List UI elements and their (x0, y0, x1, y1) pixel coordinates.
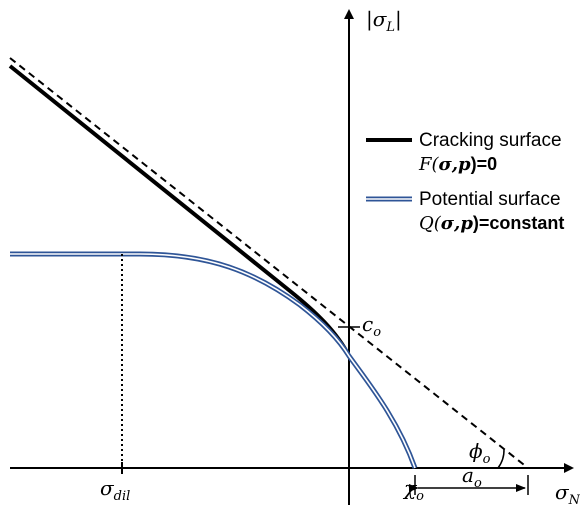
legend-cracking-line1: Cracking surface (419, 130, 562, 151)
potential-surface-curve (10, 251, 418, 469)
sigma-dil-label: σdil (100, 476, 130, 504)
phi-o-label: ϕo (469, 439, 491, 467)
phi-o-angle-arc (497, 448, 505, 469)
x-axis-label: σN (555, 480, 580, 508)
asymptote-dashed-line (9, 57, 529, 469)
y-axis-label: |σL| (366, 7, 402, 35)
legend-potential-line2: Q(σ,p)=constant (419, 213, 564, 234)
legend-cracking-line2: F(σ,p)=0 (418, 154, 497, 175)
legend-potential-line1: Potential surface (419, 189, 561, 210)
potential-surface-curve-inner (10, 253, 416, 469)
c-o-label: co (362, 312, 381, 340)
chi-o-label: χo (402, 476, 424, 504)
legend: Cracking surface F(σ,p)=0 Potential surf… (366, 130, 564, 234)
cracking-surface-curve (8, 64, 417, 469)
a-o-label: ao (462, 463, 482, 491)
